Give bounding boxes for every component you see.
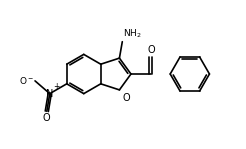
Text: NH$_2$: NH$_2$ bbox=[123, 28, 142, 40]
Text: +: + bbox=[54, 82, 60, 91]
Text: O: O bbox=[147, 45, 155, 55]
Text: N: N bbox=[46, 89, 53, 99]
Text: O$^-$: O$^-$ bbox=[19, 75, 34, 86]
Text: O: O bbox=[43, 113, 51, 123]
Text: O: O bbox=[122, 93, 130, 103]
